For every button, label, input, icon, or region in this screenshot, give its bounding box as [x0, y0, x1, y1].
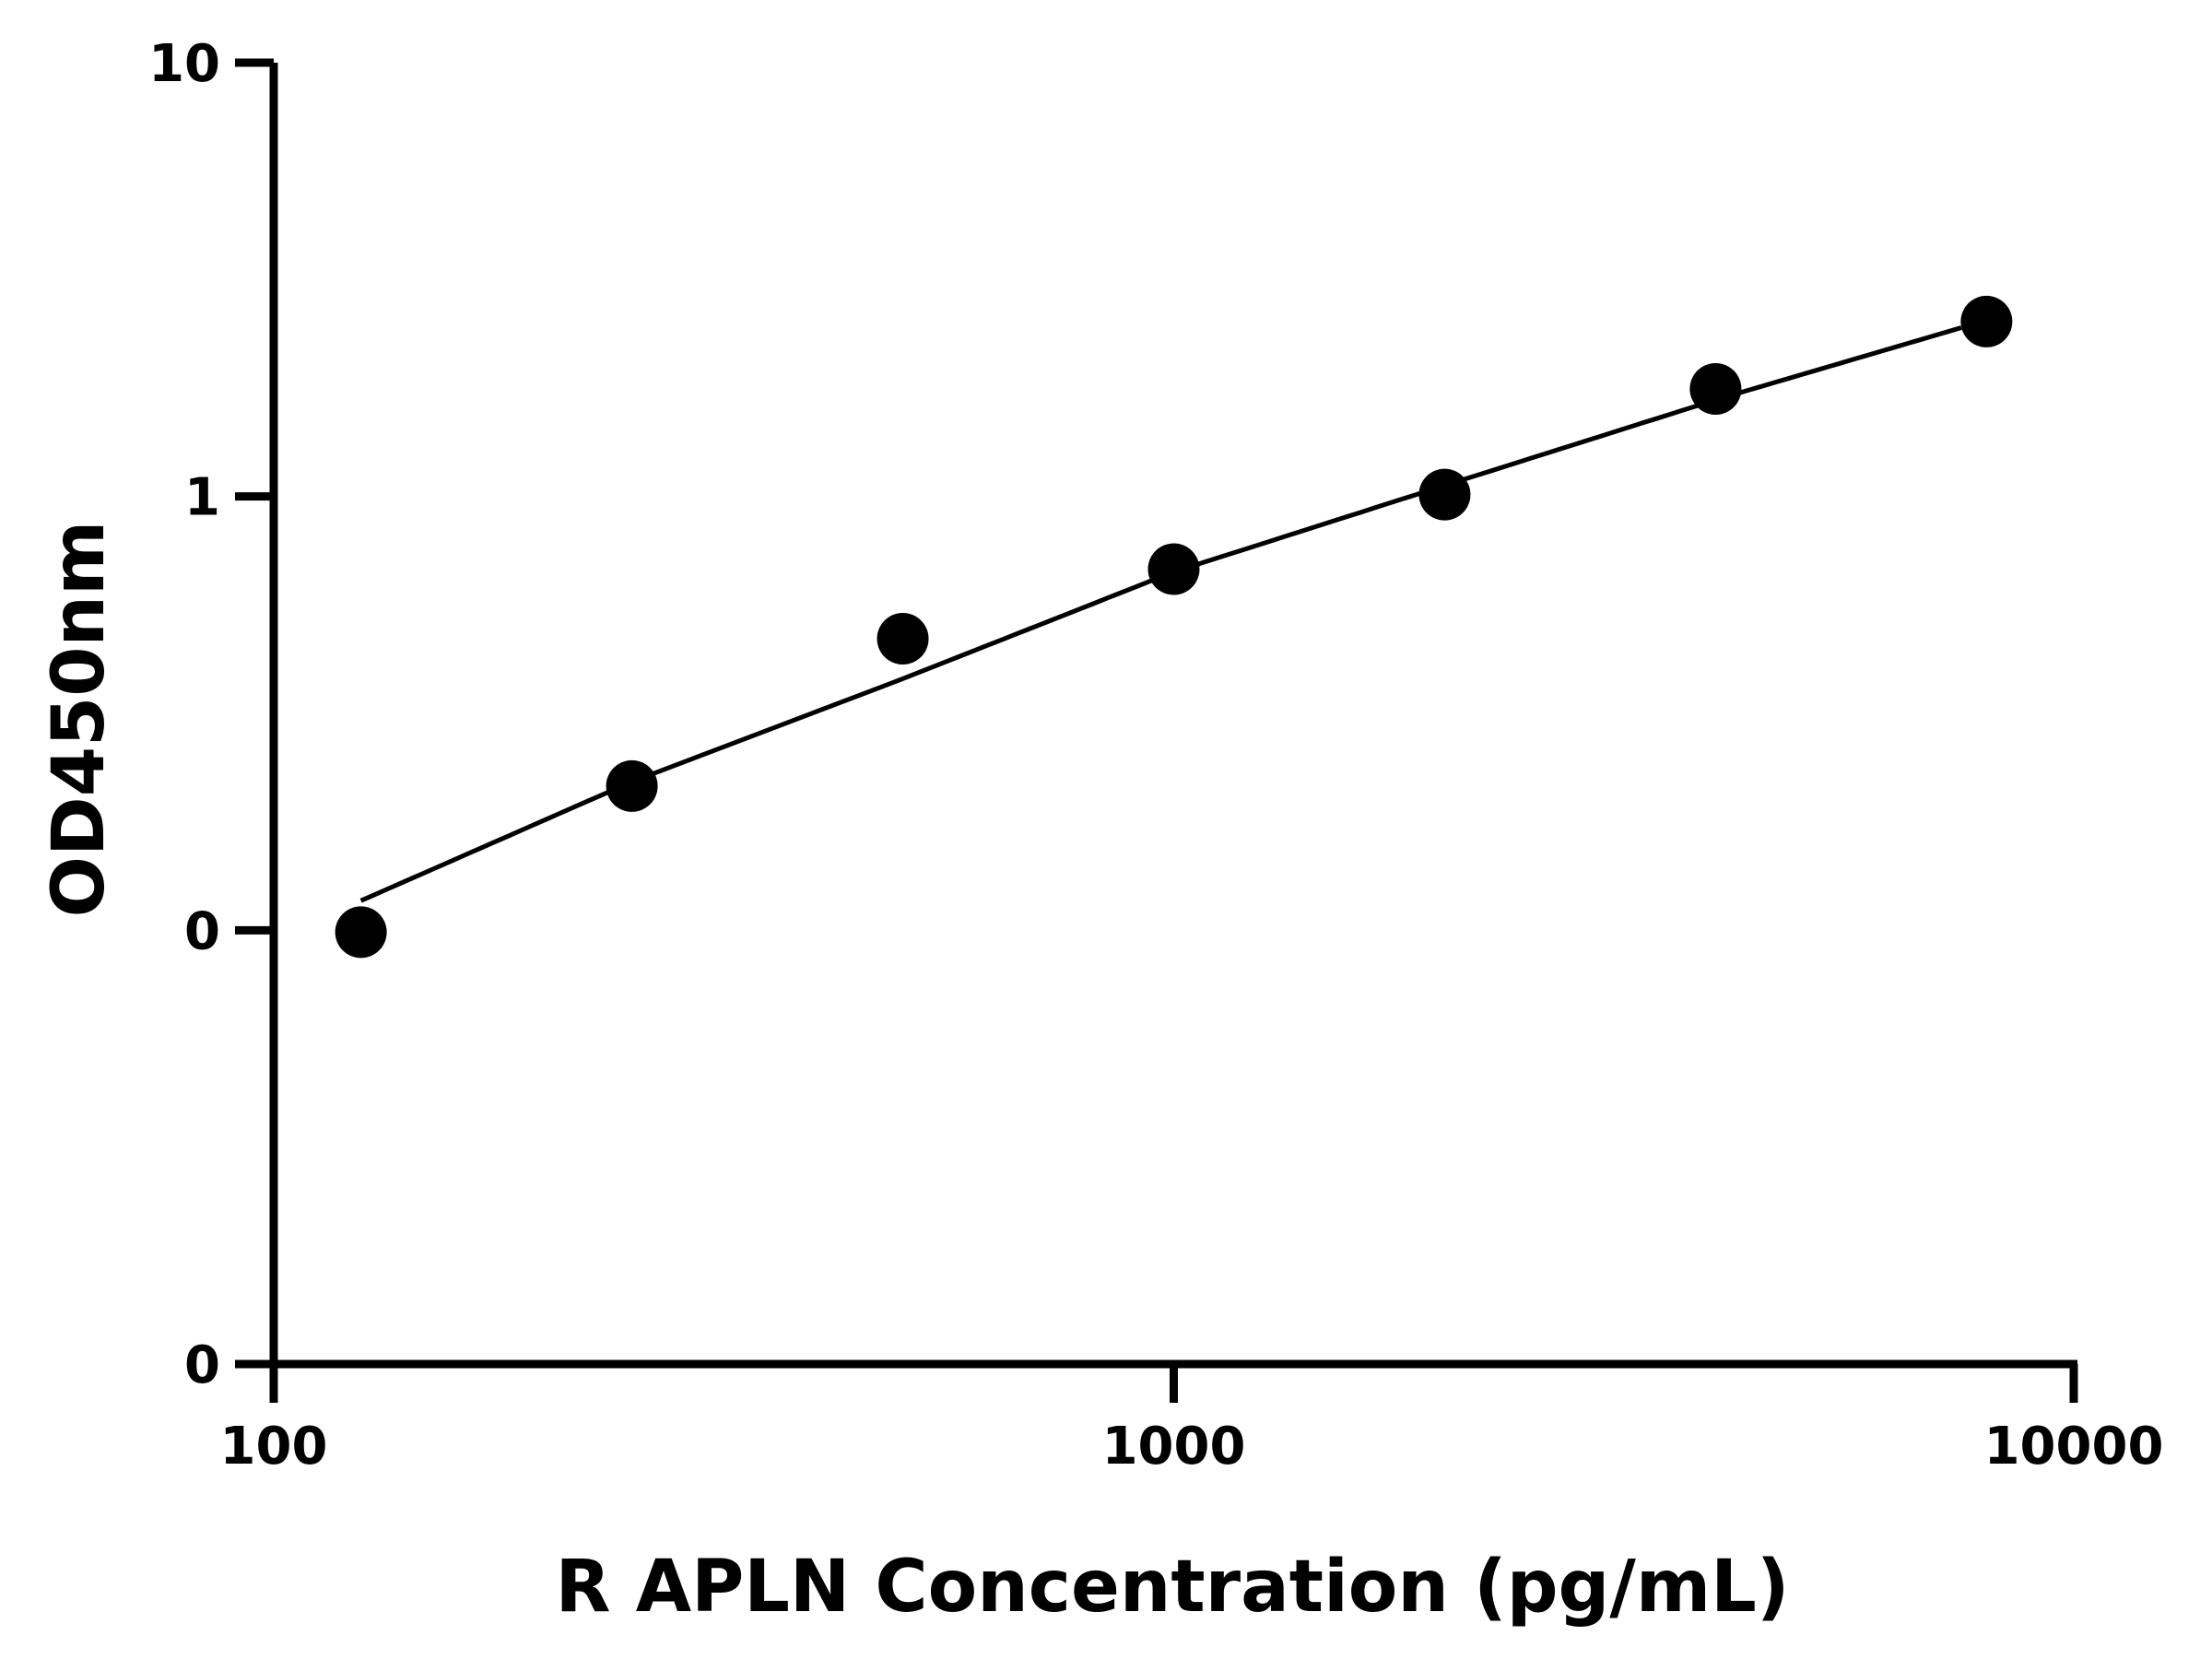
data-point	[1689, 362, 1742, 415]
x-axis-title: R APLN Concentration (pg/mL)	[555, 1546, 1789, 1629]
data-point	[1418, 468, 1471, 521]
data-points	[335, 295, 2013, 959]
x-tick-label: 100	[220, 1417, 328, 1477]
x-tick-label: 1000	[1102, 1417, 1246, 1477]
y-tick-label: 0	[184, 901, 220, 961]
data-point	[1147, 543, 1200, 595]
data-point	[335, 906, 387, 959]
y-tick-label: 0	[184, 1335, 220, 1395]
axes	[269, 63, 2077, 1369]
y-axis-title: OD450nm	[38, 521, 121, 918]
ticks: 100 1000 10000 0 0 1 10	[148, 34, 2163, 1477]
y-tick-label: 1	[184, 468, 220, 528]
data-point	[877, 612, 929, 665]
data-point	[1960, 295, 2013, 347]
x-tick-label: 10000	[1984, 1417, 2164, 1477]
data-point	[606, 759, 658, 812]
y-tick-label: 10	[148, 34, 220, 94]
